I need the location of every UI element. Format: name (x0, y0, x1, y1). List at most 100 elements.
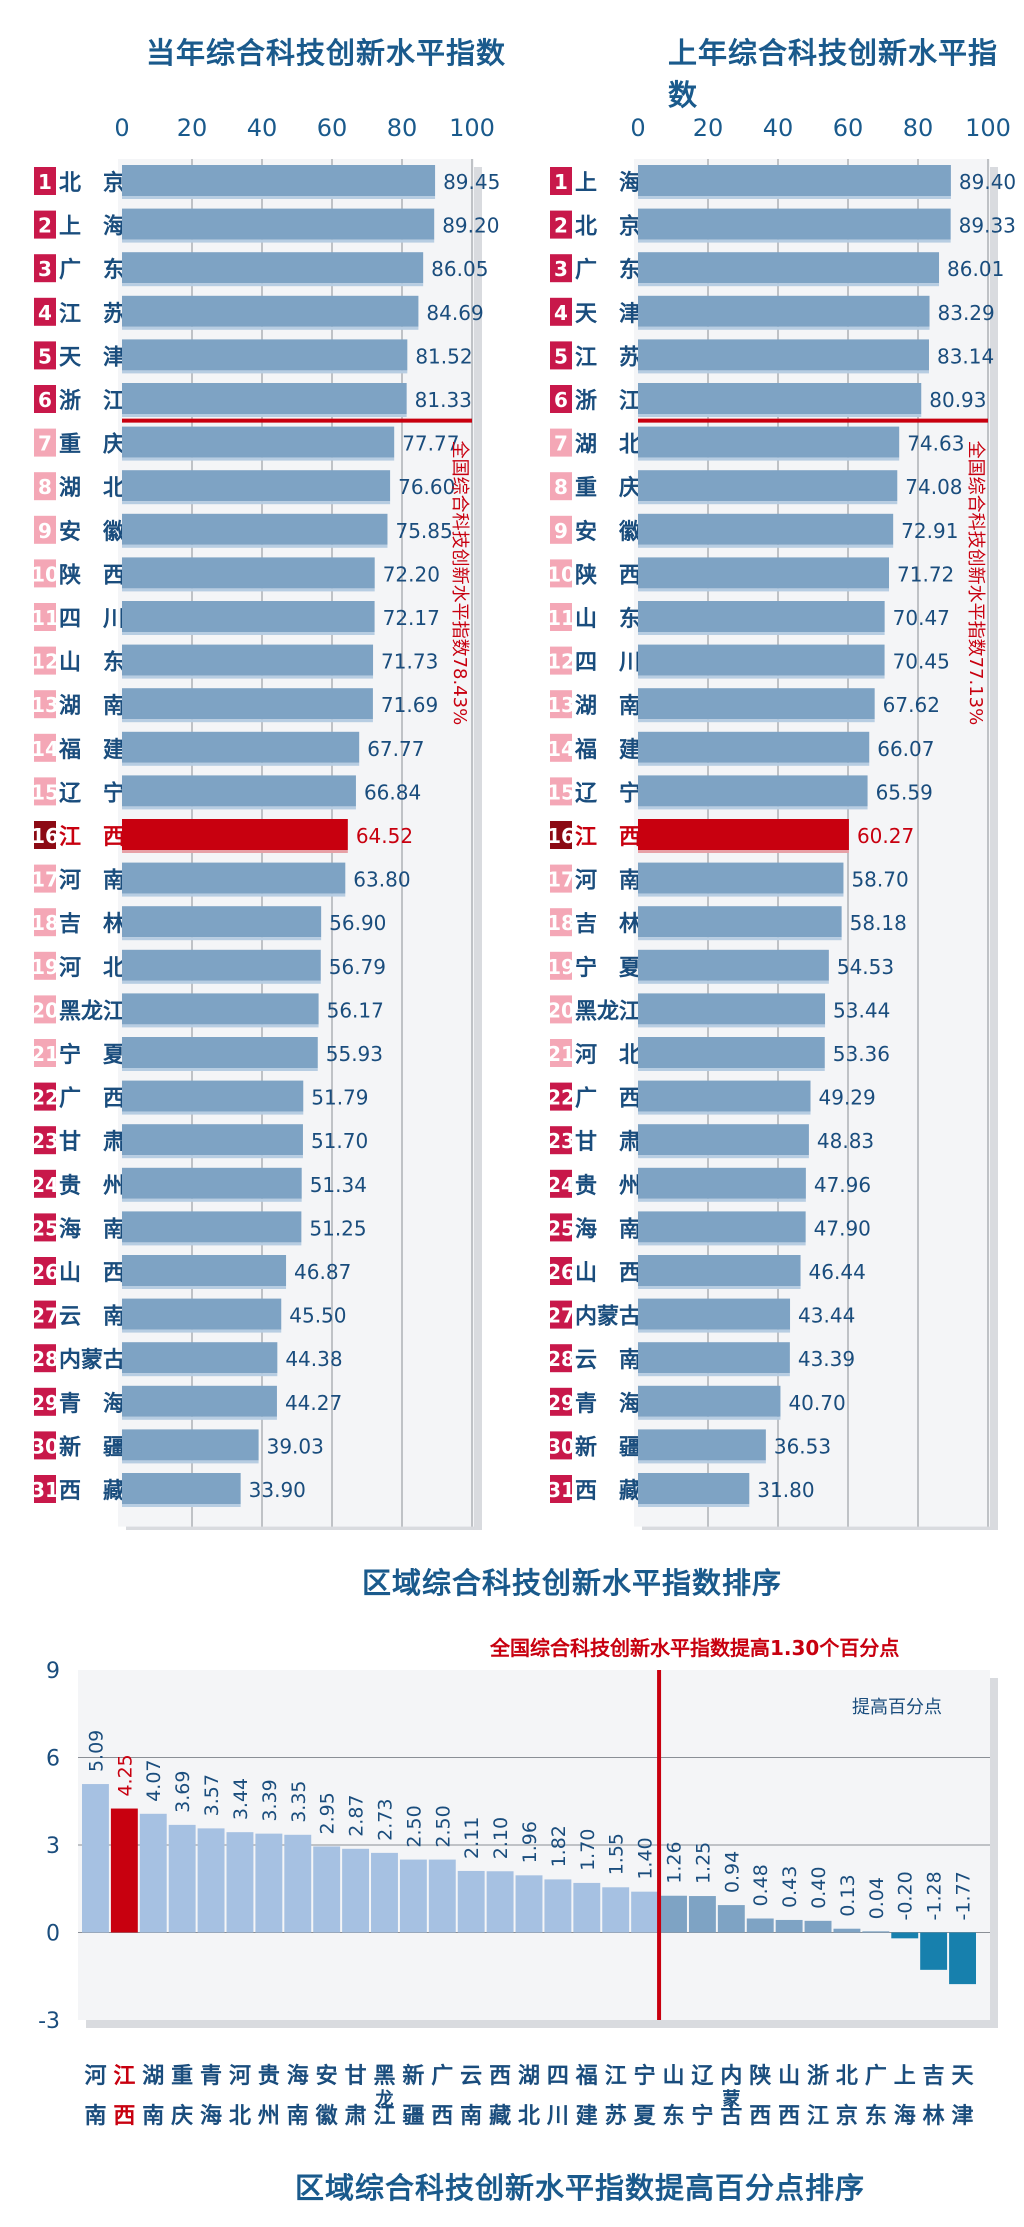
value-label: -1.77 (953, 1871, 975, 1920)
y-tick-label: 6 (46, 1747, 60, 1772)
bar-shadow (122, 501, 391, 505)
value-label: 1.70 (577, 1829, 599, 1871)
rank-number: 12 (31, 650, 59, 674)
rank-number: 14 (547, 737, 575, 761)
rank-number: 22 (31, 1086, 59, 1110)
bar (891, 1932, 919, 1939)
rank-badge (34, 690, 56, 719)
bar (638, 1473, 750, 1504)
bar-shadow (122, 1286, 287, 1289)
bar (638, 1167, 806, 1199)
rank-badge (34, 821, 56, 849)
bar (122, 601, 375, 632)
bar-shadow (122, 1373, 278, 1377)
rank-number: 6 (554, 388, 568, 412)
rank-badge (550, 428, 572, 457)
region-label: 北 (518, 2104, 540, 2129)
rank-badge (550, 1300, 572, 1329)
region-label: 西 藏 (575, 1479, 641, 1504)
region-label: 南 (142, 2104, 164, 2129)
rank-number: 3 (554, 257, 568, 281)
bar-shadow (122, 806, 356, 810)
region-label: 内蒙古 (575, 1304, 641, 1330)
bar (122, 1473, 241, 1504)
value-label: 5.09 (85, 1730, 107, 1772)
rank-badge (550, 167, 572, 195)
value-label: 71.73 (381, 650, 438, 674)
chart2-title: 上年综合科技创新水平指数 (668, 36, 999, 112)
region-label: 贵 州 (59, 1174, 125, 1199)
rank-number: 23 (547, 1129, 575, 1153)
rank-badge (550, 515, 572, 544)
bar (122, 688, 373, 720)
value-label: 3.57 (201, 1774, 223, 1816)
region-label: 海 南 (59, 1216, 125, 1242)
region-label: 黑 (373, 2064, 395, 2089)
rank-badge (34, 472, 56, 501)
x-tick-label: 40 (763, 114, 794, 142)
value-label: 0.04 (866, 1877, 888, 1919)
value-label: 3.69 (172, 1771, 194, 1813)
bar-shadow (122, 1111, 304, 1115)
region-label: 西 (113, 2104, 135, 2129)
rank-badge (550, 690, 572, 719)
bar (457, 1870, 485, 1933)
region-label: 天 津 (59, 344, 125, 370)
rank-badge (550, 1344, 572, 1373)
region-label: 湖 北 (59, 476, 125, 501)
value-label: 84.69 (426, 301, 483, 325)
rank-badge (550, 559, 572, 588)
y-tick-label: 0 (46, 1922, 60, 1947)
bar (122, 557, 375, 589)
value-label: 46.87 (294, 1260, 351, 1284)
rank-number: 11 (31, 606, 59, 630)
bar-shadow (122, 1024, 319, 1028)
annotation: 全国综合科技创新水平指数提高1.30个百分点 (489, 1636, 899, 1660)
bar-shadow (638, 196, 951, 199)
region-label: 黑龙江 (575, 999, 641, 1024)
rank-badge (34, 297, 56, 326)
value-label: 58.70 (851, 868, 908, 892)
region-label: 蒙 (722, 2089, 740, 2110)
rank-badge (34, 385, 56, 413)
region-label: 福 建 (58, 738, 125, 763)
bar (638, 644, 885, 676)
region-label: 浙 江 (59, 389, 125, 414)
rank-badge (550, 603, 572, 631)
bar (122, 1385, 277, 1417)
value-label: 48.83 (817, 1129, 874, 1153)
bar (139, 1813, 167, 1933)
bar (638, 1429, 766, 1461)
region-label: 徽 (315, 2103, 339, 2129)
value-label: 43.44 (798, 1304, 855, 1328)
rank-number: 16 (547, 824, 575, 848)
rank-badge (34, 646, 56, 675)
rank-badge (34, 951, 56, 980)
bar (638, 1037, 825, 1068)
rank-number: 31 (31, 1478, 59, 1502)
bar-shadow (638, 937, 842, 941)
region-label: 山 西 (575, 1261, 641, 1286)
bar (122, 1298, 282, 1330)
bar-shadow (122, 370, 408, 374)
bar (122, 339, 408, 371)
rank-number: 29 (31, 1391, 59, 1415)
bar-shadow (122, 675, 374, 679)
region-label: 山 (663, 2064, 685, 2089)
region-label: 重 庆 (59, 432, 125, 458)
bar-shadow (638, 239, 951, 243)
bar-shadow (122, 1155, 303, 1159)
bar-shadow (122, 283, 424, 287)
rank-badge (34, 515, 56, 544)
value-label: 81.33 (415, 388, 472, 412)
region-label: 西 藏 (59, 1479, 125, 1504)
region-label: 江 苏 (575, 344, 641, 370)
bar (168, 1824, 196, 1933)
bar (313, 1846, 341, 1933)
y-tick-label: 9 (46, 1659, 60, 1684)
bar (949, 1932, 976, 1985)
value-label: 71.72 (897, 562, 954, 586)
region-label: 宁 夏 (59, 1042, 126, 1068)
rank-badge (550, 995, 572, 1024)
bar (638, 601, 885, 632)
